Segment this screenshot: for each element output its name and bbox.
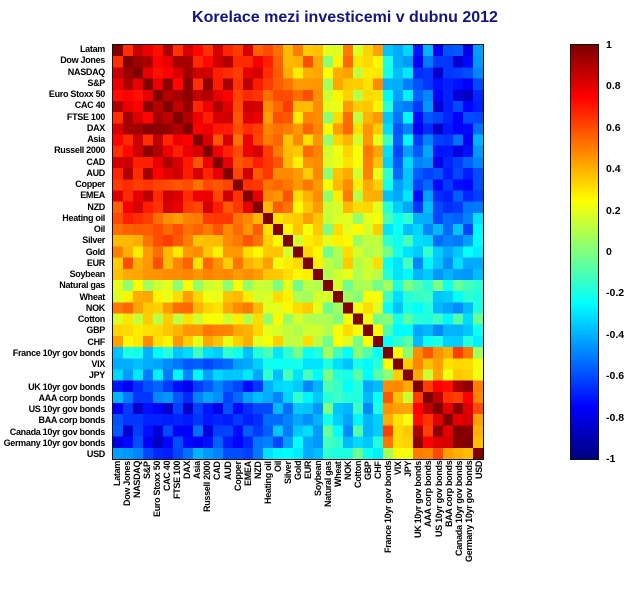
y-axis-label: EUR (86, 257, 105, 268)
y-axis-label: Natural gas (59, 280, 105, 291)
x-axis-label: CAD (212, 461, 223, 480)
colorbar-tick-label: -0.8 (606, 411, 625, 424)
colorbar-tick-label: 0 (606, 246, 612, 258)
y-axis-label: Latam (79, 44, 105, 54)
colorbar-tick-label: 0.4 (606, 163, 621, 176)
x-axis-label: VIX (393, 461, 404, 475)
colorbar (570, 44, 599, 460)
y-axis-label: BAA corp bonds (38, 415, 106, 426)
y-axis-label: FTSE 100 (66, 111, 105, 122)
x-axis-label: Russell 2000 (202, 461, 213, 512)
x-axis: Latam Dow Jones NASDAQ S&P Euro Stoxx 50 CAC … (112, 461, 484, 603)
colorbar-tick-label: 0.8 (606, 80, 621, 93)
y-axis-label: S&P (87, 77, 105, 88)
y-axis-label: Russell 2000 (54, 145, 105, 156)
colorbar-tick-label: -0.4 (606, 328, 625, 341)
x-axis-label: France 10yr gov bonds (383, 461, 394, 554)
x-axis-label: Latam (112, 461, 122, 487)
y-axis-label: EMEA (80, 190, 105, 201)
y-axis-label: Heating oil (62, 212, 105, 223)
x-axis-label: GBP (363, 461, 374, 480)
colorbar-tick-label: -1 (606, 453, 616, 465)
y-axis-label: Oil (93, 224, 105, 234)
y-axis-label: Canada 10yr gov bonds (9, 426, 106, 437)
y-axis-label: GBP (86, 325, 105, 336)
y-axis-label: NZD (87, 201, 105, 212)
x-axis-label: CHF (373, 461, 384, 479)
y-axis-label: Asia (87, 134, 105, 144)
x-axis-label: UK 10yr gov bonds (413, 461, 424, 538)
x-axis-label: S&P (142, 461, 153, 479)
y-axis-label: AUD (86, 167, 105, 178)
y-axis-label: AAA corp bonds (38, 392, 106, 403)
x-axis-label: Germany 10yr gov bonds (463, 461, 474, 563)
y-axis-label: Copper (75, 179, 105, 189)
x-axis-label: AUD (222, 461, 233, 480)
y-axis-label: CAC 40 (74, 100, 106, 111)
y-axis-label: VIX (91, 359, 105, 369)
y-axis-label: NASDAQ (67, 66, 106, 77)
y-axis-label: Gold (85, 246, 106, 257)
x-axis-label: Oil (272, 461, 283, 473)
x-axis-label: US 10yr gov bonds (433, 461, 444, 538)
y-axis-label: Germany 10yr gov bonds (3, 437, 106, 448)
y-axis-label: UK 10yr gov bonds (28, 381, 105, 392)
y-axis-label: France 10yr gov bonds (12, 347, 106, 358)
x-axis-label: JPY (403, 461, 414, 478)
y-axis-label: Wheat (79, 291, 105, 302)
x-axis-label: Cotton (353, 461, 364, 489)
heatmap-canvas (112, 44, 484, 460)
x-axis-label: BAA corp bonds (443, 461, 454, 528)
y-axis-label: Euro Stoxx 50 (48, 89, 105, 99)
x-axis-label: EMEA (242, 461, 253, 486)
colorbar-tick-label: -0.6 (606, 370, 625, 383)
x-axis-label: Asia (192, 461, 203, 479)
x-axis-label: CAC 40 (162, 461, 173, 492)
x-axis-label: Copper (232, 461, 243, 491)
y-axis-label: Silver (82, 235, 105, 246)
chart-title: Korelace mezi investicemi v dubnu 2012 (192, 9, 498, 26)
colorbar-tick-label: 1 (606, 39, 612, 51)
x-axis-label: USD (473, 461, 484, 480)
y-axis-label: CAD (86, 156, 105, 167)
y-axis-label: Cotton (77, 314, 105, 324)
x-axis-label: Heating oil (262, 461, 273, 504)
x-axis-label: FTSE 100 (172, 461, 183, 500)
x-axis-label: Dow Jones (122, 461, 133, 506)
x-axis-label: NOK (343, 461, 354, 481)
x-axis-label: DAX (182, 461, 193, 480)
colorbar-tick-label: -0.2 (606, 287, 625, 300)
x-axis-label: Wheat (333, 461, 344, 487)
x-axis-label: Euro Stoxx 50 (152, 461, 163, 518)
y-axis-label: DAX (86, 122, 105, 133)
y-axis-label: CHF (87, 336, 105, 347)
colorbar-tick-label: 0.2 (606, 204, 621, 217)
x-axis-label: Silver (282, 461, 293, 484)
x-axis-label: AAA corp bonds (423, 461, 434, 528)
colorbar-tick-label: 0.6 (606, 121, 621, 134)
x-axis-label: Canada 10yr gov bonds (453, 461, 464, 557)
y-axis-label: JPY (88, 370, 105, 381)
y-axis-label: NOK (85, 302, 105, 313)
y-axis: Latam Dow Jones NASDAQ S&P Euro Stoxx 50 CAC … (0, 44, 110, 460)
y-axis-label: Soybean (69, 269, 106, 279)
x-axis-label: Soybean (312, 461, 323, 497)
y-axis-label: Dow Jones (60, 55, 105, 66)
x-axis-label: EUR (302, 461, 313, 480)
colorbar-tick-labels: 1 0.8 0.6 0.4 0.2 0 -0.2 -0.4 -0.6 -0.8 -1 (603, 39, 639, 465)
x-axis-label: NASDAQ (132, 461, 143, 499)
y-axis-label: USD (86, 449, 105, 459)
x-axis-label: Gold (292, 461, 303, 481)
x-axis-label: NZD (252, 461, 263, 479)
y-axis-label: US 10yr gov bonds (28, 404, 106, 414)
x-axis-label: Natural gas (322, 461, 333, 507)
